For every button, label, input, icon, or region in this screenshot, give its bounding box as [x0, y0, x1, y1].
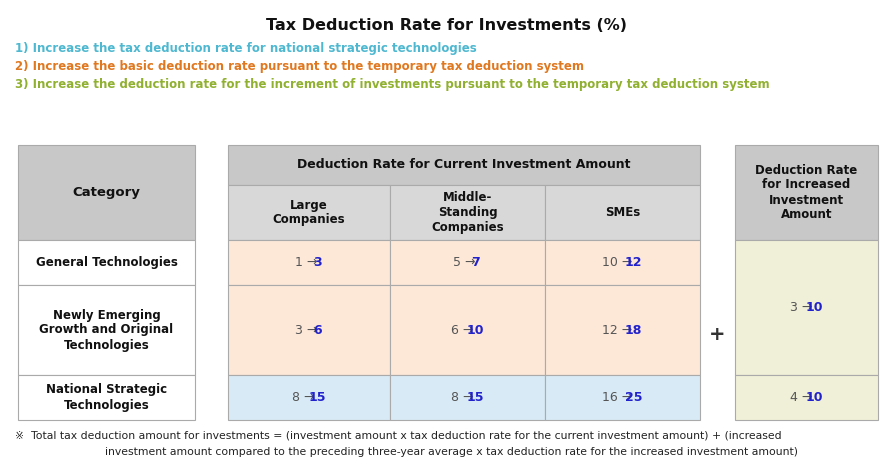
- Text: Deduction Rate
for Increased
Investment
Amount: Deduction Rate for Increased Investment …: [755, 164, 856, 221]
- Bar: [228, 240, 390, 285]
- Bar: [734, 240, 877, 375]
- Bar: [18, 375, 195, 420]
- Text: 3 →: 3 →: [789, 301, 811, 314]
- Text: Deduction Rate for Current Investment Amount: Deduction Rate for Current Investment Am…: [297, 158, 630, 172]
- Bar: [390, 185, 544, 240]
- Text: 10 →: 10 →: [601, 256, 631, 269]
- Text: 4 →: 4 →: [789, 391, 811, 404]
- Text: 12: 12: [624, 256, 642, 269]
- Bar: [734, 145, 877, 240]
- Text: 2) Increase the basic deduction rate pursuant to the temporary tax deduction sys: 2) Increase the basic deduction rate pur…: [15, 60, 584, 73]
- Bar: [544, 375, 699, 420]
- Text: 10: 10: [805, 301, 822, 314]
- Text: 8 →: 8 →: [292, 391, 315, 404]
- Text: 3) Increase the deduction rate for the increment of investments pursuant to the : 3) Increase the deduction rate for the i…: [15, 78, 769, 91]
- Bar: [18, 285, 195, 375]
- Bar: [390, 375, 544, 420]
- Text: 12 →: 12 →: [601, 323, 631, 337]
- Text: 10: 10: [805, 391, 822, 404]
- Text: 16 →: 16 →: [601, 391, 631, 404]
- Bar: [390, 285, 544, 375]
- Bar: [390, 240, 544, 285]
- Text: Category: Category: [72, 186, 140, 199]
- Bar: [228, 285, 390, 375]
- Text: +: +: [708, 326, 725, 345]
- Bar: [734, 375, 877, 420]
- Text: investment amount compared to the preceding three-year average x tax deduction r: investment amount compared to the preced…: [105, 447, 797, 457]
- Text: 1 →: 1 →: [295, 256, 317, 269]
- Text: Large
Companies: Large Companies: [273, 198, 345, 227]
- Bar: [18, 240, 195, 285]
- Bar: [228, 145, 699, 185]
- Text: 25: 25: [624, 391, 642, 404]
- Text: 6 →: 6 →: [451, 323, 473, 337]
- Text: General Technologies: General Technologies: [36, 256, 177, 269]
- Text: 15: 15: [467, 391, 484, 404]
- Text: 10: 10: [467, 323, 484, 337]
- Bar: [544, 185, 699, 240]
- Bar: [228, 185, 390, 240]
- Text: 6: 6: [313, 323, 321, 337]
- Text: Middle-
Standing
Companies: Middle- Standing Companies: [431, 191, 503, 234]
- Text: 7: 7: [471, 256, 479, 269]
- Text: 1) Increase the tax deduction rate for national strategic technologies: 1) Increase the tax deduction rate for n…: [15, 42, 477, 55]
- Text: 18: 18: [624, 323, 642, 337]
- Text: 3: 3: [313, 256, 321, 269]
- Text: 15: 15: [308, 391, 325, 404]
- Text: ※  Total tax deduction amount for investments = (investment amount x tax deducti: ※ Total tax deduction amount for investm…: [15, 430, 780, 440]
- Text: 3 →: 3 →: [295, 323, 317, 337]
- Bar: [228, 375, 390, 420]
- Text: National Strategic
Technologies: National Strategic Technologies: [46, 384, 167, 412]
- Bar: [18, 145, 195, 240]
- Text: SMEs: SMEs: [604, 206, 639, 219]
- Bar: [544, 285, 699, 375]
- Text: 8 →: 8 →: [451, 391, 473, 404]
- Text: Tax Deduction Rate for Investments (%): Tax Deduction Rate for Investments (%): [266, 18, 627, 33]
- Bar: [544, 240, 699, 285]
- Text: 5 →: 5 →: [453, 256, 476, 269]
- Text: Newly Emerging
Growth and Original
Technologies: Newly Emerging Growth and Original Techn…: [39, 308, 173, 352]
